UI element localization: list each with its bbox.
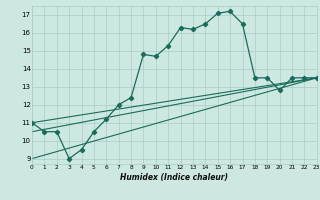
X-axis label: Humidex (Indice chaleur): Humidex (Indice chaleur)	[120, 173, 228, 182]
